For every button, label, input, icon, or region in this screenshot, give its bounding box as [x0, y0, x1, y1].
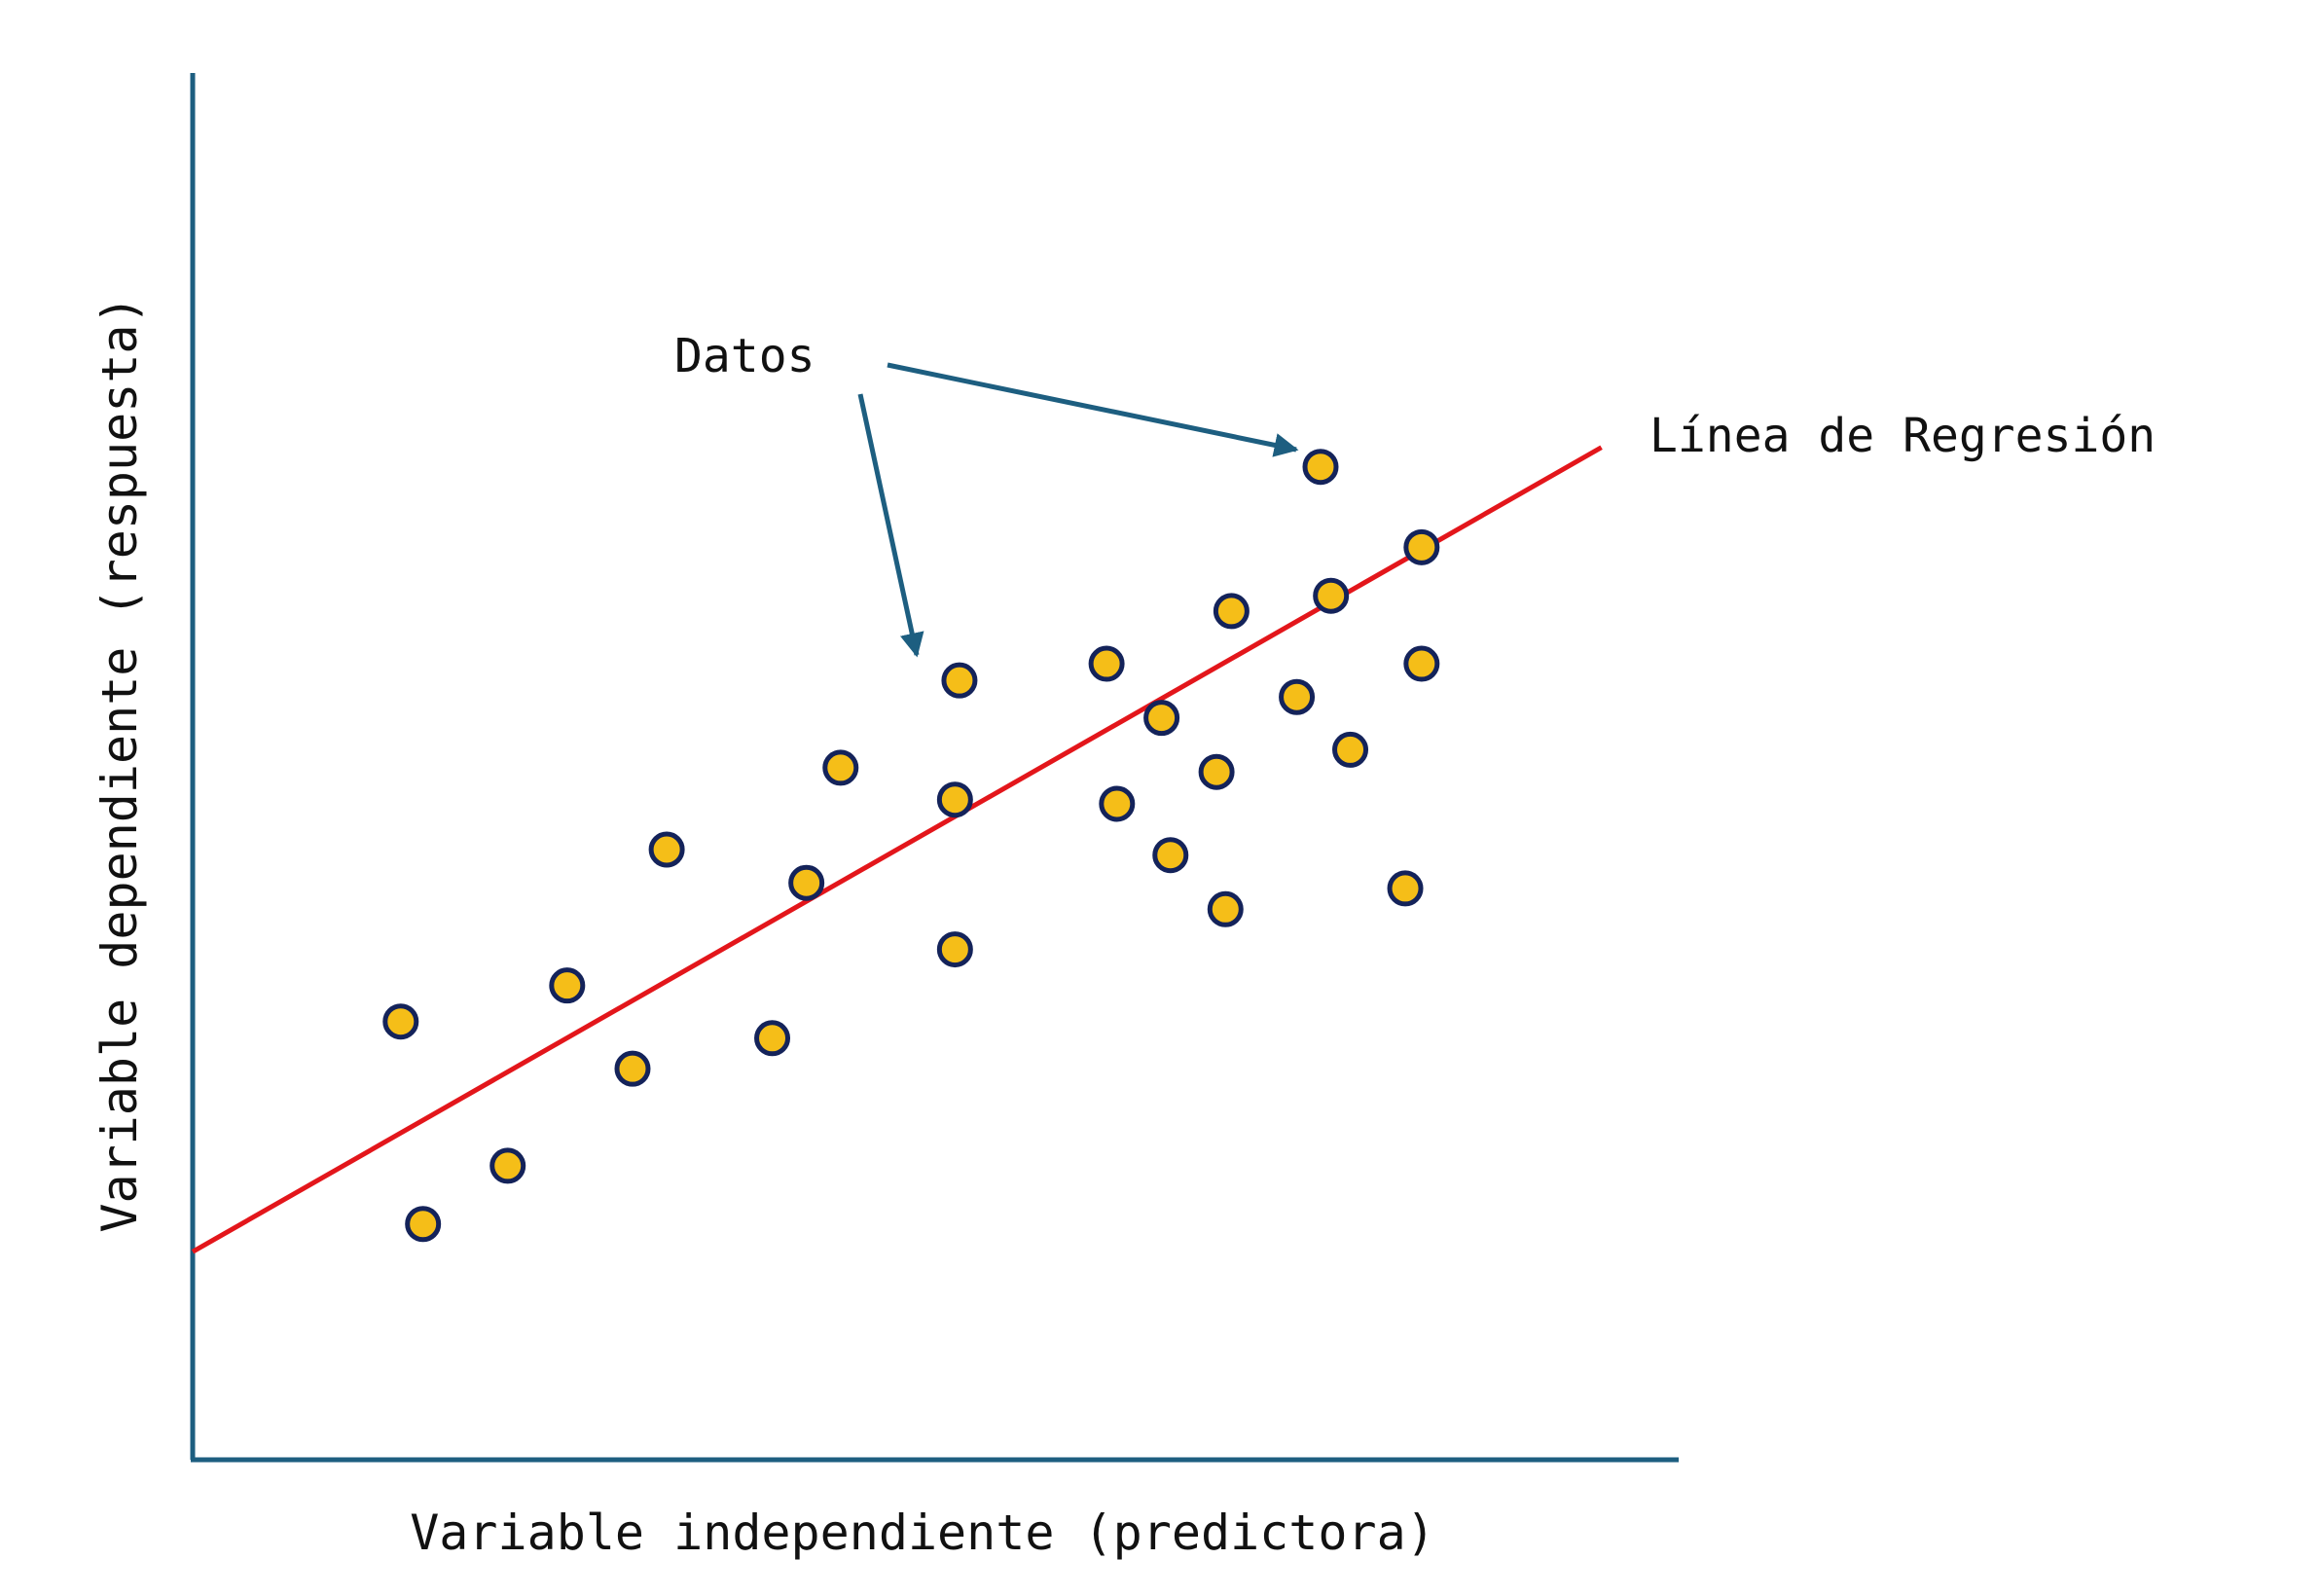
regression-line-label: Línea de Regresión [1649, 409, 2156, 463]
data-point-15 [1143, 700, 1180, 737]
data-point-9 [822, 749, 859, 786]
data-point-4 [549, 967, 586, 1004]
data-point-8 [788, 864, 825, 901]
data-point-1 [382, 1003, 419, 1040]
data-point-18 [1207, 890, 1244, 927]
data-point-21 [1302, 449, 1339, 486]
data-point-2 [405, 1206, 442, 1243]
data-point-3 [489, 1147, 526, 1184]
data-point-10 [936, 931, 973, 968]
data-point-24 [1387, 870, 1424, 907]
data-point-20 [1279, 678, 1316, 715]
data-point-25 [1403, 528, 1440, 565]
data-points [382, 449, 1440, 1243]
x-axis-label: Variable independiente (predictora) [410, 1505, 1435, 1561]
data-point-7 [754, 1020, 791, 1057]
data-point-23 [1332, 731, 1369, 768]
data-point-6 [648, 831, 685, 868]
annotation-arrow-to-mid-point [857, 393, 924, 658]
regression-line [191, 445, 1603, 1254]
data-point-16 [1152, 837, 1189, 874]
data-point-11 [936, 781, 973, 818]
data-point-14 [1099, 785, 1136, 822]
data-point-22 [1313, 577, 1350, 614]
y-axis-label: Variable dependiente (respuesta) [91, 295, 148, 1232]
annotation-arrow-to-top-point [887, 362, 1299, 457]
data-point-5 [614, 1050, 651, 1087]
data-point-12 [941, 662, 978, 699]
data-point-19 [1213, 593, 1250, 630]
datos-label: Datos [674, 329, 815, 383]
data-point-26 [1403, 645, 1440, 682]
data-point-17 [1198, 753, 1235, 790]
data-point-13 [1088, 645, 1125, 682]
